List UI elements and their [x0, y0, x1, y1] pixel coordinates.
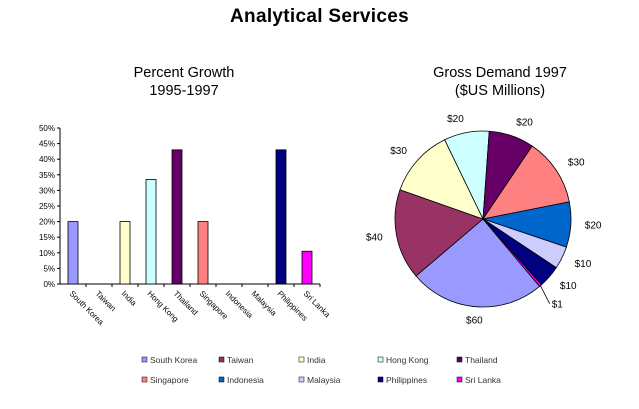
bar-hong-kong — [145, 179, 157, 285]
legend-swatch-taiwan — [218, 356, 225, 363]
legend-label-thailand: Thailand — [465, 355, 498, 365]
y-tick-label: 5% — [43, 264, 55, 273]
bar-thailand — [171, 149, 183, 285]
pie-chart-title: Gross Demand 1997 ($US Millions) — [405, 64, 595, 100]
y-tick-label: 10% — [39, 249, 55, 258]
legend-swatch-singapore — [141, 376, 148, 383]
legend-swatch-hong-kong — [377, 356, 384, 363]
legend-label-malaysia: Malaysia — [307, 375, 341, 385]
pie-value-label-indonesia: $20 — [585, 221, 602, 232]
legend-swatch-thailand — [456, 356, 463, 363]
legend-swatch-indonesia — [218, 376, 225, 383]
legend-label-india: India — [307, 355, 326, 365]
pie-chart-title-line-2: ($US Millions) — [454, 83, 546, 99]
bar-india — [119, 221, 131, 285]
pie-value-label-south-korea: $60 — [466, 316, 483, 327]
y-tick-label: 20% — [39, 218, 55, 227]
y-tick-label: 35% — [39, 171, 55, 180]
pie-value-label-hong-kong: $20 — [447, 114, 464, 125]
legend-label-singapore: Singapore — [150, 375, 189, 385]
y-tick-label: 30% — [39, 186, 55, 195]
legend-label-south-korea: South Korea — [150, 355, 198, 365]
bar-chart: 0%5%10%15%20%25%30%35%40%45%50%South Kor… — [39, 124, 332, 327]
legend-swatch-india — [298, 356, 305, 363]
legend-swatch-south-korea — [141, 356, 148, 363]
pie-value-label-singapore: $30 — [568, 158, 585, 169]
legend-swatch-philippines — [377, 376, 384, 383]
legend-swatch-malaysia — [298, 376, 305, 383]
bar-chart-title-line-1: Percent Growth — [133, 65, 235, 81]
pie-slice-india — [399, 139, 484, 220]
legend-label-philippines: Philippines — [386, 375, 427, 385]
legend-swatch-sri-lanka — [456, 376, 463, 383]
bar-chart-title-line-2: 1995-1997 — [149, 83, 219, 99]
bar-chart-title: Percent Growth 1995-1997 — [104, 64, 264, 100]
y-tick-label: 15% — [39, 233, 55, 242]
pie-chart-title-line-1: Gross Demand 1997 — [433, 65, 567, 81]
bar-sri-lanka — [301, 250, 313, 285]
x-tick-label-taiwan: Taiwan — [94, 289, 118, 313]
y-tick-label: 45% — [39, 140, 55, 149]
pie-leader-line — [540, 285, 551, 304]
bar-south-korea — [67, 221, 79, 285]
page-title: Analytical Services — [230, 6, 409, 27]
pie-value-label-philippines: $10 — [560, 281, 577, 292]
pie-slice-singapore — [482, 145, 570, 220]
bar-philippines — [275, 149, 287, 285]
pie-value-label-sri-lanka: $1 — [552, 300, 564, 311]
pie-slice-south-korea — [415, 218, 541, 308]
bar-singapore — [197, 221, 209, 285]
y-tick-label: 25% — [39, 202, 55, 211]
legend-label-taiwan: Taiwan — [227, 355, 254, 365]
y-tick-label: 40% — [39, 155, 55, 164]
legend: South Korea Taiwan India Hong Kong Thailand S… — [141, 355, 501, 385]
y-tick-label: 50% — [39, 124, 55, 133]
y-tick-label: 0% — [43, 280, 55, 289]
legend-label-hong-kong: Hong Kong — [386, 355, 429, 365]
pie-value-label-malaysia: $10 — [575, 259, 592, 270]
legend-label-sri-lanka: Sri Lanka — [465, 375, 501, 385]
pie-slice-sri-lanka — [482, 218, 542, 287]
pie-value-label-taiwan: $40 — [366, 233, 383, 244]
pie-value-label-thailand: $20 — [516, 118, 533, 129]
x-tick-label-india: India — [120, 289, 139, 308]
legend-label-indonesia: Indonesia — [227, 375, 264, 385]
pie-chart: $60 $40 $30 $20 $20 $30 $20 $10 $10 $1 — [366, 114, 602, 327]
pie-value-label-india: $30 — [390, 146, 407, 157]
